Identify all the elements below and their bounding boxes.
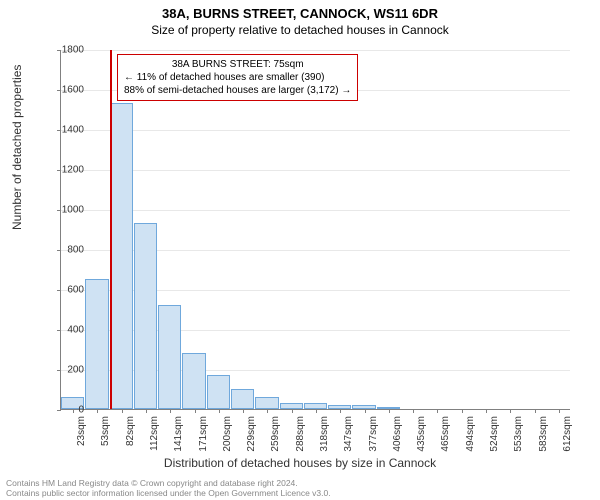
annotation-box: 38A BURNS STREET: 75sqm← 11% of detached… (117, 54, 358, 101)
xtick-label: 583sqm (538, 416, 549, 452)
xtick-mark (243, 409, 244, 413)
xtick-mark (316, 409, 317, 413)
xtick-mark (292, 409, 293, 413)
xtick-mark (267, 409, 268, 413)
xtick-mark (170, 409, 171, 413)
xtick-label: 347sqm (343, 416, 354, 452)
ytick-label: 1600 (62, 85, 84, 96)
annotation-line: ← 11% of detached houses are smaller (39… (124, 71, 351, 84)
xtick-label: 553sqm (513, 416, 524, 452)
chart (60, 50, 570, 410)
annotation-line: 38A BURNS STREET: 75sqm (124, 58, 351, 71)
xtick-mark (413, 409, 414, 413)
xtick-label: 288sqm (295, 416, 306, 452)
xtick-mark (219, 409, 220, 413)
title-area: 38A, BURNS STREET, CANNOCK, WS11 6DR Siz… (0, 0, 600, 37)
xtick-mark (73, 409, 74, 413)
ytick-label: 1400 (62, 125, 84, 136)
ytick-mark (57, 370, 61, 371)
xtick-mark (340, 409, 341, 413)
xtick-label: 23sqm (76, 416, 87, 446)
footer-line1: Contains HM Land Registry data © Crown c… (6, 478, 331, 488)
xtick-label: 259sqm (270, 416, 281, 452)
ytick-mark (57, 410, 61, 411)
xtick-mark (559, 409, 560, 413)
xtick-mark (146, 409, 147, 413)
xtick-mark (510, 409, 511, 413)
xtick-mark (195, 409, 196, 413)
xtick-label: 612sqm (562, 416, 573, 452)
gridline (61, 130, 570, 131)
gridline (61, 50, 570, 51)
title-subtitle: Size of property relative to detached ho… (0, 23, 600, 37)
xtick-label: 141sqm (173, 416, 184, 452)
ytick-mark (57, 130, 61, 131)
xtick-label: 377sqm (368, 416, 379, 452)
ytick-label: 800 (67, 245, 84, 256)
xtick-label: 524sqm (489, 416, 500, 452)
title-address: 38A, BURNS STREET, CANNOCK, WS11 6DR (0, 6, 600, 21)
ytick-label: 1000 (62, 205, 84, 216)
xtick-label: 318sqm (319, 416, 330, 452)
ytick-mark (57, 50, 61, 51)
bar (85, 279, 108, 409)
xtick-label: 465sqm (440, 416, 451, 452)
xtick-label: 229sqm (246, 416, 257, 452)
y-axis-label: Number of detached properties (10, 65, 24, 230)
xtick-label: 435sqm (416, 416, 427, 452)
xtick-mark (122, 409, 123, 413)
xtick-mark (486, 409, 487, 413)
bar (231, 389, 254, 409)
gridline (61, 170, 570, 171)
footer-attribution: Contains HM Land Registry data © Crown c… (6, 478, 331, 498)
bar (158, 305, 181, 409)
bar (182, 353, 205, 409)
xtick-mark (389, 409, 390, 413)
bar (110, 103, 133, 409)
xtick-mark (462, 409, 463, 413)
xtick-label: 494sqm (465, 416, 476, 452)
xtick-label: 406sqm (392, 416, 403, 452)
bar (255, 397, 278, 409)
xtick-mark (365, 409, 366, 413)
xtick-label: 200sqm (222, 416, 233, 452)
ytick-mark (57, 330, 61, 331)
xtick-mark (437, 409, 438, 413)
xtick-label: 171sqm (198, 416, 209, 452)
ytick-label: 0 (78, 405, 84, 416)
plot-area (60, 50, 570, 410)
ytick-mark (57, 210, 61, 211)
annotation-line: 88% of semi-detached houses are larger (… (124, 84, 351, 97)
ytick-label: 600 (67, 285, 84, 296)
ytick-mark (57, 290, 61, 291)
bar (207, 375, 230, 409)
ytick-label: 400 (67, 325, 84, 336)
ytick-label: 1200 (62, 165, 84, 176)
xtick-mark (97, 409, 98, 413)
bar (134, 223, 157, 409)
gridline (61, 210, 570, 211)
xtick-label: 53sqm (100, 416, 111, 446)
xtick-mark (535, 409, 536, 413)
ytick-label: 200 (67, 365, 84, 376)
xtick-label: 82sqm (125, 416, 136, 446)
x-axis-label: Distribution of detached houses by size … (0, 456, 600, 470)
ytick-label: 1800 (62, 45, 84, 56)
ytick-mark (57, 170, 61, 171)
ytick-mark (57, 90, 61, 91)
ytick-mark (57, 250, 61, 251)
property-marker-line (110, 50, 112, 409)
footer-line2: Contains public sector information licen… (6, 488, 331, 498)
xtick-label: 112sqm (149, 416, 160, 451)
